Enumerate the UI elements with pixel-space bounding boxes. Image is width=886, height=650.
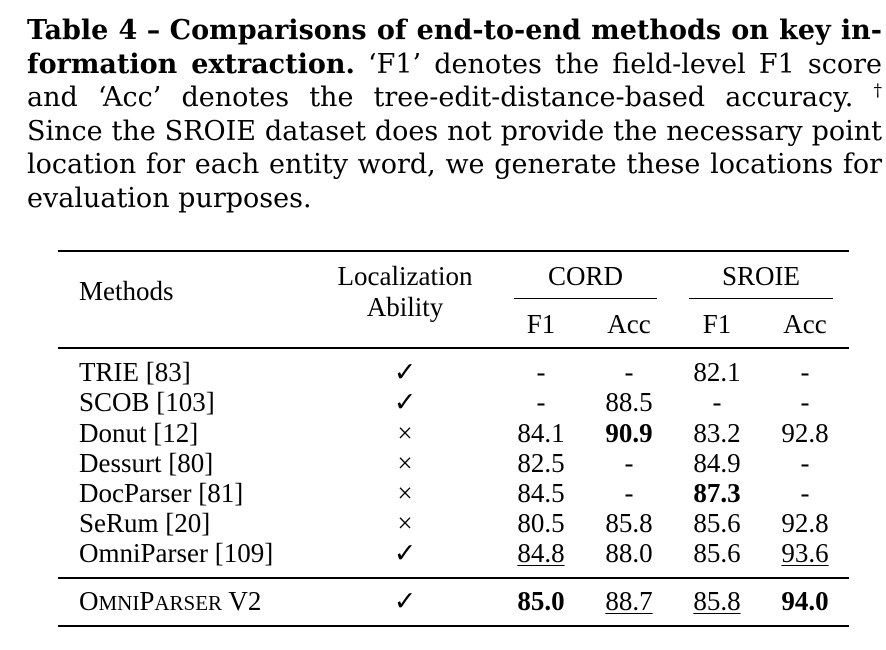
row-scob-method: SCOB [103]: [79, 387, 215, 417]
row-omniparser-cord-acc: 88.0: [605, 538, 653, 568]
cord-rule: [514, 298, 657, 299]
row-docparser-cord-f1: 84.5: [517, 478, 565, 508]
row-omniparser-sroie-acc: 93.6: [781, 538, 829, 568]
row-dessurt-loc: ×: [397, 448, 413, 478]
header-sroie: SROIE: [721, 261, 800, 291]
header-sroie-acc: Acc: [783, 309, 827, 339]
row-dessurt-sroie-f1: 84.9: [693, 448, 741, 478]
row-scob-cord-acc: 88.5: [605, 387, 653, 417]
row-omniparser-v2-cord-f1: 85.0: [517, 586, 565, 616]
row-serum-sroie-acc: 92.8: [781, 508, 829, 538]
final-row-rule: [58, 577, 849, 579]
row-scob-cord-f1: -: [536, 387, 546, 417]
row-docparser-cord-acc: -: [624, 478, 634, 508]
caption-dash: –: [146, 15, 161, 46]
row-omniparser-v2-sroie-acc: 94.0: [781, 586, 829, 616]
caption-text: ‘F1’ denotes the field-level F1 score an…: [27, 48, 883, 114]
row-dessurt-cord-f1: 82.5: [517, 448, 565, 478]
row-dessurt-sroie-acc: -: [800, 448, 810, 478]
row-docparser-sroie-acc: -: [800, 478, 810, 508]
row-serum-cord-f1: 80.5: [517, 508, 565, 538]
header-cord-f1: F1: [526, 309, 556, 339]
dagger-mark: †: [873, 81, 882, 101]
caption-note: Since the SROIE dataset does not provide…: [27, 115, 882, 214]
row-serum-method: SeRum [20]: [79, 508, 211, 538]
row-donut-cord-f1: 84.1: [517, 418, 565, 448]
row-donut-loc: ×: [397, 418, 413, 448]
caption-title: Comparisons of end-to-end methods on key…: [27, 15, 883, 80]
row-omniparser-v2-loc: ✓: [393, 586, 417, 616]
row-dessurt-cord-acc: -: [624, 448, 634, 478]
row-donut-method: Donut [12]: [79, 418, 199, 448]
row-donut-cord-acc: 90.9: [605, 418, 653, 448]
row-omniparser-sroie-f1: 85.6: [693, 538, 741, 568]
row-omniparser-loc: ✓: [393, 538, 417, 568]
header-sroie-f1: F1: [702, 309, 732, 339]
row-scob-loc: ✓: [393, 387, 417, 417]
caption-label: Table 4: [27, 15, 138, 46]
row-docparser-method: DocParser [81]: [79, 478, 244, 508]
row-serum-loc: ×: [397, 508, 413, 538]
row-docparser-loc: ×: [397, 478, 413, 508]
row-trie-sroie-acc: -: [800, 357, 810, 387]
row-donut-sroie-acc: 92.8: [781, 418, 829, 448]
row-trie-sroie-f1: 82.1: [693, 357, 741, 387]
header-localization-line2: Ability: [366, 292, 444, 322]
bottom-rule: [58, 625, 849, 627]
row-omniparser-method: OmniParser [109]: [79, 538, 274, 568]
top-rule: [58, 250, 849, 252]
row-serum-sroie-f1: 85.6: [693, 508, 741, 538]
header-localization-line1: Localization: [337, 261, 473, 291]
row-omniparser-v2-cord-acc: 88.7: [605, 586, 653, 616]
header-methods: Methods: [79, 276, 174, 306]
row-serum-cord-acc: 85.8: [605, 508, 653, 538]
header-cord-acc: Acc: [607, 309, 651, 339]
header-rule: [58, 347, 849, 349]
row-omniparser-v2-sroie-f1: 85.8: [693, 586, 741, 616]
row-donut-sroie-f1: 83.2: [693, 418, 741, 448]
table-caption: Table 4 – Comparisons of end-to-end meth…: [27, 14, 882, 215]
row-scob-sroie-acc: -: [800, 387, 810, 417]
row-docparser-sroie-f1: 87.3: [693, 478, 741, 508]
row-trie-cord-f1: -: [536, 357, 546, 387]
row-trie-method: TRIE [83]: [79, 357, 191, 387]
header-cord: CORD: [547, 261, 623, 291]
row-trie-cord-acc: -: [624, 357, 634, 387]
row-scob-sroie-f1: -: [712, 387, 722, 417]
row-dessurt-method: Dessurt [80]: [79, 448, 214, 478]
sroie-rule: [689, 298, 833, 299]
row-omniparser-cord-f1: 84.8: [517, 538, 565, 568]
row-trie-loc: ✓: [393, 357, 417, 387]
row-omniparser-v2-method: OMNIPARSER V2: [79, 586, 262, 616]
